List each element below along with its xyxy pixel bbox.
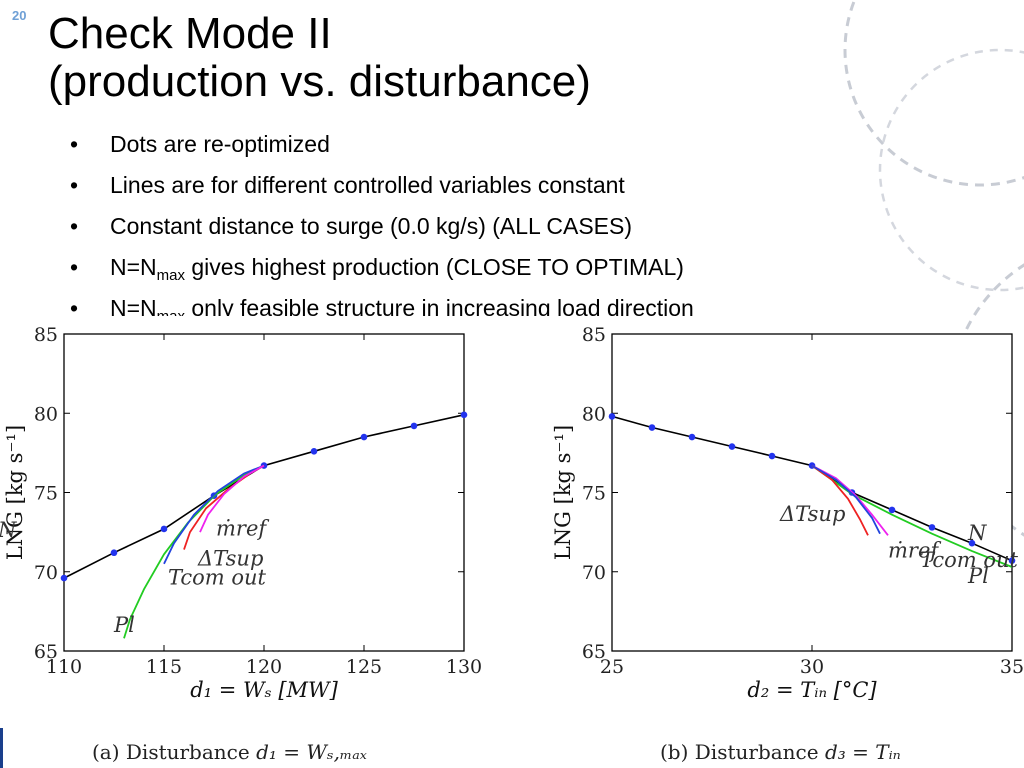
- left-accent-bar: [0, 728, 3, 768]
- x-tick-label: 35: [1000, 656, 1024, 678]
- data-point: [410, 422, 418, 430]
- bullet-subscript: max: [157, 308, 185, 316]
- data-point: [608, 413, 616, 420]
- y-tick-label: 75: [582, 483, 606, 505]
- data-point: [160, 525, 168, 533]
- data-point: [110, 549, 118, 557]
- bullet-text: Dots are re-optimized: [110, 131, 330, 157]
- y-tick-label: 85: [34, 324, 58, 346]
- x-axis-label: d₁ = Wₛ [MW]: [190, 678, 338, 702]
- series-label: ṁref: [216, 516, 269, 540]
- data-point: [648, 424, 656, 431]
- caption-b-text: (b) Disturbance: [660, 740, 825, 764]
- chart-disturbance-tin: 25 30 35 65 70 75 80 85 d₂ = Tᵢₙ [°C] LNG [kg s⁻¹…: [551, 324, 1024, 702]
- bullet-text-pre: N=N: [110, 254, 157, 280]
- data-point: [968, 539, 976, 547]
- series-line-3: [811, 464, 869, 536]
- series-label: Pl: [113, 613, 135, 637]
- y-tick-label: 65: [582, 641, 606, 663]
- y-axis-label: LNG [kg s⁻¹]: [551, 425, 575, 560]
- y-axis-label: LNG [kg s⁻¹]: [3, 425, 27, 560]
- bullet-text-pre: N=N: [110, 295, 157, 316]
- data-point: [360, 433, 368, 441]
- plot-area: [63, 333, 465, 652]
- bullet-dot: •: [70, 254, 79, 280]
- series-line-2: [163, 464, 265, 565]
- bullet-dot: •: [70, 172, 79, 198]
- bullet-item: • N=Nmax gives highest production (CLOSE …: [66, 247, 946, 288]
- caption-b: (b) Disturbance d₃ = Tᵢₙ: [660, 740, 901, 764]
- data-point: [928, 524, 936, 531]
- data-point: [768, 452, 776, 460]
- data-point: [460, 411, 468, 419]
- x-tick-label: 130: [446, 656, 482, 678]
- series-label: Tcom out: [920, 548, 1019, 572]
- bullet-dot: •: [70, 295, 79, 316]
- y-tick-label: 65: [34, 641, 58, 663]
- bullet-list: • Dots are re-optimized • Lines are for di…: [66, 124, 946, 316]
- caption-a: (a) Disturbance d₁ = Wₛ,ₘₐₓ: [92, 740, 367, 764]
- series-label: N: [0, 518, 17, 542]
- x-tick-label: 25: [600, 656, 624, 678]
- bullet-text-post: only feasible structure in increasing lo…: [185, 295, 694, 316]
- bullet-dot: •: [70, 131, 79, 157]
- bullet-text-post: gives highest production (CLOSE TO OPTIM…: [185, 254, 684, 280]
- data-point: [60, 574, 68, 582]
- series-label: ΔTsup: [779, 502, 845, 526]
- bullet-item: • Constant distance to surge (0.0 kg/s) (…: [66, 206, 946, 247]
- x-tick-label: 120: [246, 656, 282, 678]
- slide-title: Check Mode II (production vs. disturbanc…: [48, 10, 591, 106]
- bullet-text: Lines are for different controlled varia…: [110, 172, 625, 198]
- caption-a-math: d₁ = Wₛ,ₘₐₓ: [256, 740, 367, 764]
- bullet-text: Constant distance to surge (0.0 kg/s) (A…: [110, 213, 633, 239]
- x-tick-label: 125: [346, 656, 382, 678]
- slide-number: 20: [12, 8, 27, 23]
- slide-title-line-2: (production vs. disturbance): [48, 57, 591, 106]
- series-line-2: [811, 464, 889, 536]
- series-line-4: [811, 464, 881, 535]
- series-label: ṁref: [888, 538, 941, 562]
- data-point: [310, 447, 318, 455]
- data-point: [728, 443, 736, 450]
- series-line-1: [123, 464, 265, 639]
- bullet-item: • N=Nmax only feasible structure in incre…: [66, 288, 946, 316]
- x-tick-label: 110: [46, 656, 82, 678]
- caption-a-text: (a) Disturbance: [92, 740, 257, 764]
- data-point: [888, 506, 896, 514]
- plot-area: [611, 333, 1013, 652]
- y-tick-label: 80: [34, 403, 58, 425]
- y-tick-label: 70: [34, 562, 58, 584]
- chart-disturbance-ws: 110 115 120 125 130 65 70 75 80 85 d₁ = Wₛ [MW] LNG…: [0, 324, 482, 702]
- series-label: Tcom out: [168, 565, 267, 589]
- x-axis-label: d₂ = Tᵢₙ [°C]: [747, 678, 877, 702]
- bullet-item: • Lines are for different controlled vari…: [66, 165, 946, 206]
- x-tick-label: 115: [146, 656, 182, 678]
- bullet-subscript: max: [156, 267, 185, 284]
- x-tick-label: 30: [800, 656, 824, 678]
- data-point: [688, 433, 696, 441]
- y-tick-label: 85: [582, 324, 606, 346]
- series-line-4: [199, 464, 265, 533]
- series-line-1: [811, 464, 1013, 568]
- series-label: Pl: [967, 564, 989, 588]
- bullet-item: • Dots are re-optimized: [66, 124, 946, 165]
- series-label: N: [967, 521, 987, 545]
- bullet-dot: •: [70, 213, 79, 239]
- data-point: [1008, 557, 1016, 564]
- series-label: ΔTsup: [197, 546, 263, 570]
- caption-b-math: d₃ = Tᵢₙ: [824, 740, 901, 764]
- y-tick-label: 75: [34, 483, 58, 505]
- slide-title-line-1: Check Mode II: [48, 9, 332, 58]
- y-tick-label: 80: [582, 403, 606, 425]
- y-tick-label: 70: [582, 562, 606, 584]
